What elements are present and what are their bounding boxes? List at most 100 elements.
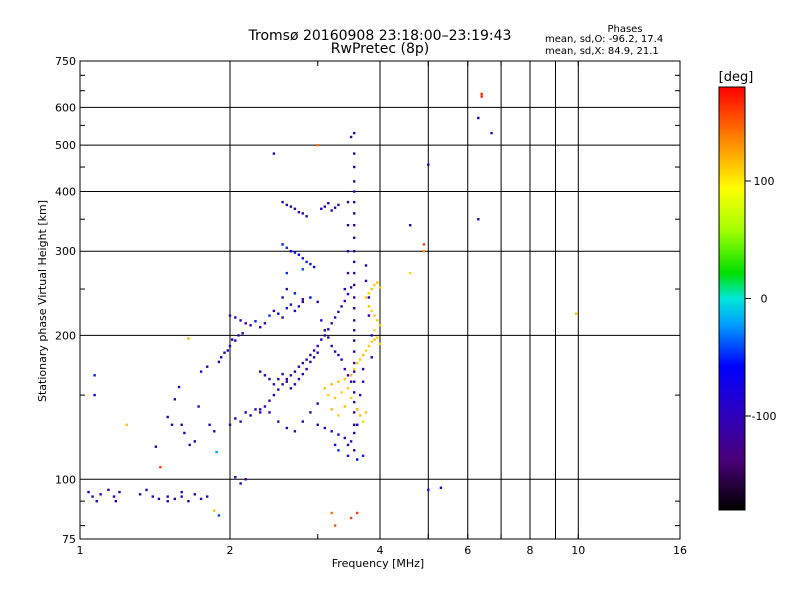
- data-point: [277, 420, 280, 423]
- y-tick-label: 400: [55, 185, 76, 198]
- data-point: [409, 271, 412, 275]
- data-point: [359, 393, 362, 397]
- data-point: [180, 490, 183, 494]
- data-point: [320, 319, 323, 322]
- data-point: [166, 495, 169, 498]
- data-point: [154, 445, 158, 448]
- data-point: [268, 314, 271, 317]
- data-point: [367, 292, 371, 295]
- data-point: [349, 374, 353, 377]
- data-point: [370, 309, 373, 313]
- data-point: [301, 361, 304, 365]
- data-point: [228, 423, 232, 426]
- data-point: [327, 202, 330, 205]
- data-point: [177, 385, 181, 389]
- data-point: [281, 243, 284, 246]
- data-point: [373, 314, 376, 317]
- data-point: [301, 298, 304, 301]
- data-point: [323, 387, 326, 390]
- data-point: [340, 358, 343, 361]
- data-point: [356, 361, 359, 365]
- data-point: [316, 144, 319, 147]
- data-point: [337, 203, 340, 207]
- data-point: [356, 511, 359, 515]
- x-tick-label: 10: [571, 544, 585, 557]
- data-point: [359, 358, 362, 361]
- data-point: [173, 398, 176, 401]
- data-point: [277, 312, 280, 315]
- data-point: [346, 271, 350, 275]
- data-point: [272, 383, 276, 386]
- data-point: [370, 340, 373, 343]
- data-point: [93, 393, 96, 397]
- data-point: [289, 205, 293, 208]
- data-point: [281, 372, 284, 376]
- data-point: [353, 180, 356, 183]
- data-point: [370, 334, 373, 337]
- data-point: [208, 423, 211, 426]
- x-axis-label: Frequency [MHz]: [332, 557, 424, 570]
- stats-line-x: mean, sd,X: 84.9, 21.1: [545, 46, 659, 57]
- data-point: [330, 408, 333, 411]
- data-point: [320, 338, 323, 341]
- data-point: [254, 320, 257, 323]
- data-point: [349, 380, 353, 383]
- data-point: [364, 296, 368, 299]
- data-point: [378, 286, 382, 289]
- data-point: [166, 500, 169, 503]
- colorbar-label: [deg]: [718, 70, 754, 85]
- data-point: [285, 426, 288, 430]
- data-point: [223, 351, 226, 354]
- data-point: [346, 292, 350, 296]
- data-point: [244, 411, 247, 414]
- data-point: [281, 200, 284, 204]
- data-point: [330, 344, 333, 348]
- data-point: [305, 215, 308, 218]
- data-point: [118, 490, 121, 494]
- data-point: [206, 365, 209, 368]
- colorbar-tick-label: 100: [754, 175, 775, 188]
- data-point: [367, 344, 371, 348]
- data-point: [346, 454, 350, 457]
- data-point: [159, 466, 162, 469]
- data-point: [364, 411, 368, 414]
- data-point: [285, 380, 288, 383]
- data-point: [316, 300, 319, 304]
- data-point: [293, 430, 297, 433]
- data-point: [170, 423, 174, 426]
- data-point: [309, 296, 312, 299]
- data-point: [373, 329, 376, 332]
- data-point: [297, 253, 301, 256]
- data-point: [289, 374, 293, 377]
- data-point: [180, 495, 183, 498]
- data-point: [297, 377, 301, 381]
- stats-header: Phases: [607, 24, 643, 35]
- data-point: [293, 370, 297, 373]
- data-point: [330, 209, 333, 212]
- data-point: [333, 443, 337, 447]
- data-point: [309, 360, 312, 364]
- data-point: [333, 316, 337, 319]
- data-point: [241, 332, 244, 335]
- data-point: [199, 497, 203, 501]
- data-point: [187, 500, 190, 503]
- data-point: [312, 349, 316, 352]
- data-point: [353, 391, 356, 394]
- data-point: [346, 387, 350, 390]
- data-point: [277, 377, 280, 381]
- data-point: [114, 500, 117, 503]
- y-axis-label: Stationary phase Virtual Height [km]: [36, 200, 49, 402]
- data-point: [281, 316, 284, 319]
- data-point: [301, 268, 304, 271]
- data-point: [93, 374, 96, 377]
- data-point: [323, 334, 326, 337]
- data-point: [289, 387, 293, 390]
- data-point: [376, 336, 379, 339]
- data-point: [193, 440, 196, 443]
- data-point: [353, 411, 356, 414]
- data-point: [244, 322, 247, 325]
- data-point: [574, 312, 578, 315]
- data-point: [361, 367, 365, 371]
- data-point: [353, 380, 356, 383]
